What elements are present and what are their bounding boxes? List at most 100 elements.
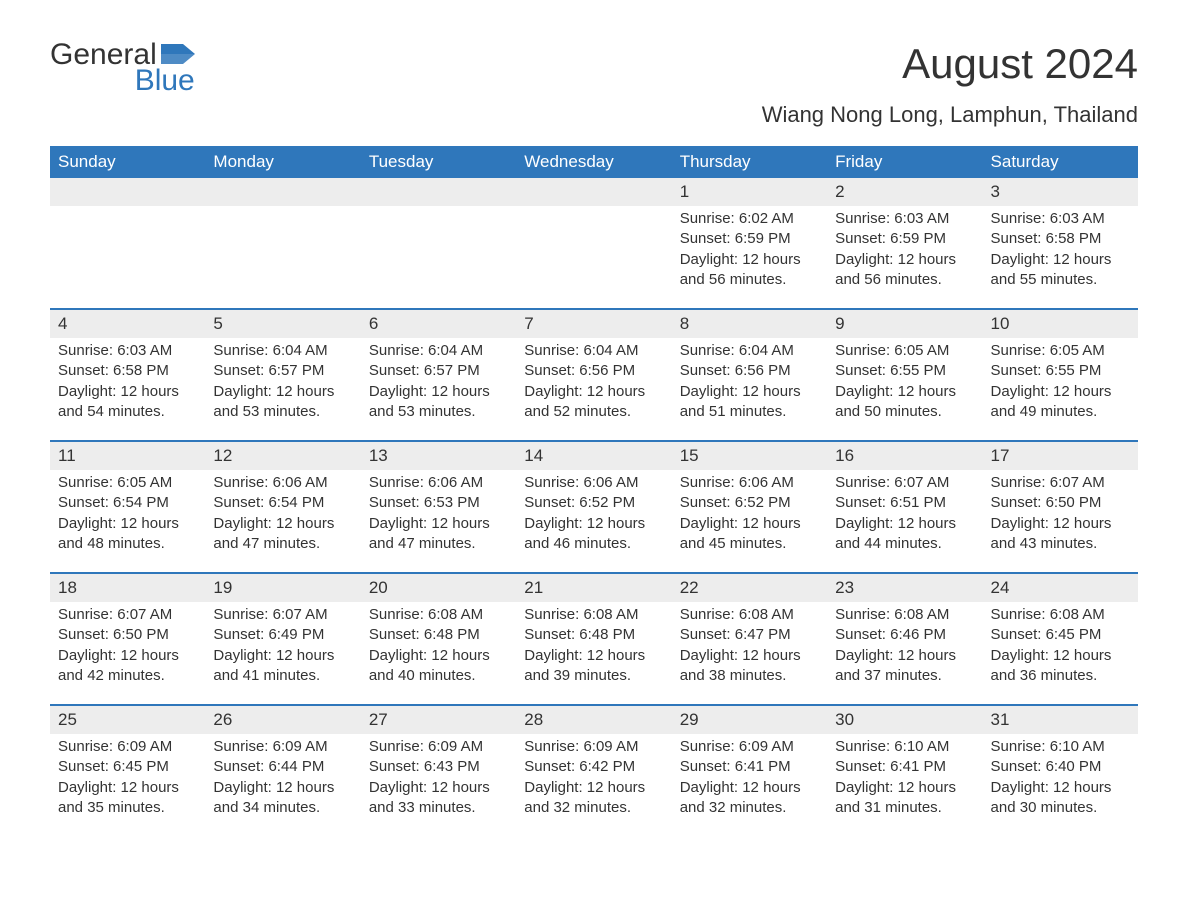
weekday-header: Thursday <box>672 146 827 178</box>
day-number: 11 <box>50 442 205 470</box>
day-number: 27 <box>361 706 516 734</box>
day-number: 2 <box>827 178 982 206</box>
day-sunset: Sunset: 6:55 PM <box>835 361 974 381</box>
weekday-header: Sunday <box>50 146 205 178</box>
calendar-day: 21Sunrise: 6:08 AMSunset: 6:48 PMDayligh… <box>516 574 671 704</box>
day-details: Sunrise: 6:04 AMSunset: 6:57 PMDaylight:… <box>205 338 360 432</box>
day-daylight1: Daylight: 12 hours <box>835 646 974 666</box>
calendar-day: 14Sunrise: 6:06 AMSunset: 6:52 PMDayligh… <box>516 442 671 572</box>
day-sunset: Sunset: 6:44 PM <box>213 757 352 777</box>
day-sunrise: Sunrise: 6:08 AM <box>524 605 663 625</box>
day-sunset: Sunset: 6:54 PM <box>213 493 352 513</box>
day-number <box>516 178 671 206</box>
day-daylight2: and 32 minutes. <box>524 798 663 818</box>
day-number: 12 <box>205 442 360 470</box>
day-number: 13 <box>361 442 516 470</box>
day-sunset: Sunset: 6:56 PM <box>680 361 819 381</box>
calendar-day: 8Sunrise: 6:04 AMSunset: 6:56 PMDaylight… <box>672 310 827 440</box>
calendar-day: 15Sunrise: 6:06 AMSunset: 6:52 PMDayligh… <box>672 442 827 572</box>
day-sunset: Sunset: 6:51 PM <box>835 493 974 513</box>
day-details: Sunrise: 6:10 AMSunset: 6:40 PMDaylight:… <box>983 734 1138 828</box>
calendar-day: 1Sunrise: 6:02 AMSunset: 6:59 PMDaylight… <box>672 178 827 308</box>
calendar-week: 25Sunrise: 6:09 AMSunset: 6:45 PMDayligh… <box>50 704 1138 836</box>
day-number <box>361 178 516 206</box>
day-number: 19 <box>205 574 360 602</box>
calendar-day: 9Sunrise: 6:05 AMSunset: 6:55 PMDaylight… <box>827 310 982 440</box>
day-daylight1: Daylight: 12 hours <box>680 778 819 798</box>
calendar-day: 11Sunrise: 6:05 AMSunset: 6:54 PMDayligh… <box>50 442 205 572</box>
calendar-day: 2Sunrise: 6:03 AMSunset: 6:59 PMDaylight… <box>827 178 982 308</box>
day-sunset: Sunset: 6:50 PM <box>991 493 1130 513</box>
day-daylight2: and 36 minutes. <box>991 666 1130 686</box>
day-details: Sunrise: 6:09 AMSunset: 6:41 PMDaylight:… <box>672 734 827 828</box>
day-daylight2: and 47 minutes. <box>369 534 508 554</box>
day-sunrise: Sunrise: 6:09 AM <box>58 737 197 757</box>
calendar-day: 30Sunrise: 6:10 AMSunset: 6:41 PMDayligh… <box>827 706 982 836</box>
day-daylight1: Daylight: 12 hours <box>680 250 819 270</box>
calendar-body: 1Sunrise: 6:02 AMSunset: 6:59 PMDaylight… <box>50 178 1138 836</box>
day-details: Sunrise: 6:06 AMSunset: 6:54 PMDaylight:… <box>205 470 360 564</box>
day-sunrise: Sunrise: 6:07 AM <box>58 605 197 625</box>
day-details: Sunrise: 6:09 AMSunset: 6:45 PMDaylight:… <box>50 734 205 828</box>
logo-text: General Blue <box>50 40 195 96</box>
day-details: Sunrise: 6:08 AMSunset: 6:45 PMDaylight:… <box>983 602 1138 696</box>
day-daylight1: Daylight: 12 hours <box>369 514 508 534</box>
day-sunset: Sunset: 6:52 PM <box>680 493 819 513</box>
day-number: 9 <box>827 310 982 338</box>
weekday-header: Monday <box>205 146 360 178</box>
day-daylight2: and 41 minutes. <box>213 666 352 686</box>
day-sunset: Sunset: 6:57 PM <box>369 361 508 381</box>
day-details: Sunrise: 6:06 AMSunset: 6:53 PMDaylight:… <box>361 470 516 564</box>
day-daylight2: and 46 minutes. <box>524 534 663 554</box>
calendar-day: 26Sunrise: 6:09 AMSunset: 6:44 PMDayligh… <box>205 706 360 836</box>
calendar-day: 25Sunrise: 6:09 AMSunset: 6:45 PMDayligh… <box>50 706 205 836</box>
day-sunset: Sunset: 6:45 PM <box>58 757 197 777</box>
calendar-day: 3Sunrise: 6:03 AMSunset: 6:58 PMDaylight… <box>983 178 1138 308</box>
day-sunrise: Sunrise: 6:09 AM <box>524 737 663 757</box>
day-daylight1: Daylight: 12 hours <box>213 382 352 402</box>
day-number: 21 <box>516 574 671 602</box>
day-daylight2: and 56 minutes. <box>680 270 819 290</box>
day-sunset: Sunset: 6:41 PM <box>680 757 819 777</box>
day-daylight2: and 51 minutes. <box>680 402 819 422</box>
day-daylight1: Daylight: 12 hours <box>524 514 663 534</box>
calendar-header-row: SundayMondayTuesdayWednesdayThursdayFrid… <box>50 146 1138 178</box>
day-daylight1: Daylight: 12 hours <box>991 382 1130 402</box>
day-daylight2: and 32 minutes. <box>680 798 819 818</box>
day-number: 10 <box>983 310 1138 338</box>
calendar-day <box>50 178 205 308</box>
day-daylight1: Daylight: 12 hours <box>991 646 1130 666</box>
day-details: Sunrise: 6:10 AMSunset: 6:41 PMDaylight:… <box>827 734 982 828</box>
day-number: 6 <box>361 310 516 338</box>
day-daylight2: and 45 minutes. <box>680 534 819 554</box>
calendar-day: 16Sunrise: 6:07 AMSunset: 6:51 PMDayligh… <box>827 442 982 572</box>
day-number: 16 <box>827 442 982 470</box>
calendar-day: 23Sunrise: 6:08 AMSunset: 6:46 PMDayligh… <box>827 574 982 704</box>
day-sunset: Sunset: 6:47 PM <box>680 625 819 645</box>
day-details: Sunrise: 6:02 AMSunset: 6:59 PMDaylight:… <box>672 206 827 300</box>
calendar-day <box>205 178 360 308</box>
day-details: Sunrise: 6:07 AMSunset: 6:51 PMDaylight:… <box>827 470 982 564</box>
day-sunset: Sunset: 6:57 PM <box>213 361 352 381</box>
day-daylight1: Daylight: 12 hours <box>524 382 663 402</box>
day-sunrise: Sunrise: 6:08 AM <box>680 605 819 625</box>
day-sunset: Sunset: 6:54 PM <box>58 493 197 513</box>
calendar-day: 22Sunrise: 6:08 AMSunset: 6:47 PMDayligh… <box>672 574 827 704</box>
day-details: Sunrise: 6:05 AMSunset: 6:55 PMDaylight:… <box>983 338 1138 432</box>
day-number <box>50 178 205 206</box>
day-daylight2: and 53 minutes. <box>213 402 352 422</box>
calendar-day: 20Sunrise: 6:08 AMSunset: 6:48 PMDayligh… <box>361 574 516 704</box>
day-number: 3 <box>983 178 1138 206</box>
day-daylight2: and 56 minutes. <box>835 270 974 290</box>
day-details: Sunrise: 6:04 AMSunset: 6:57 PMDaylight:… <box>361 338 516 432</box>
day-daylight2: and 34 minutes. <box>213 798 352 818</box>
day-daylight2: and 49 minutes. <box>991 402 1130 422</box>
day-daylight2: and 54 minutes. <box>58 402 197 422</box>
day-details: Sunrise: 6:06 AMSunset: 6:52 PMDaylight:… <box>672 470 827 564</box>
day-daylight2: and 52 minutes. <box>524 402 663 422</box>
day-sunset: Sunset: 6:50 PM <box>58 625 197 645</box>
day-sunrise: Sunrise: 6:08 AM <box>991 605 1130 625</box>
day-number: 25 <box>50 706 205 734</box>
day-daylight2: and 55 minutes. <box>991 270 1130 290</box>
day-details: Sunrise: 6:09 AMSunset: 6:44 PMDaylight:… <box>205 734 360 828</box>
